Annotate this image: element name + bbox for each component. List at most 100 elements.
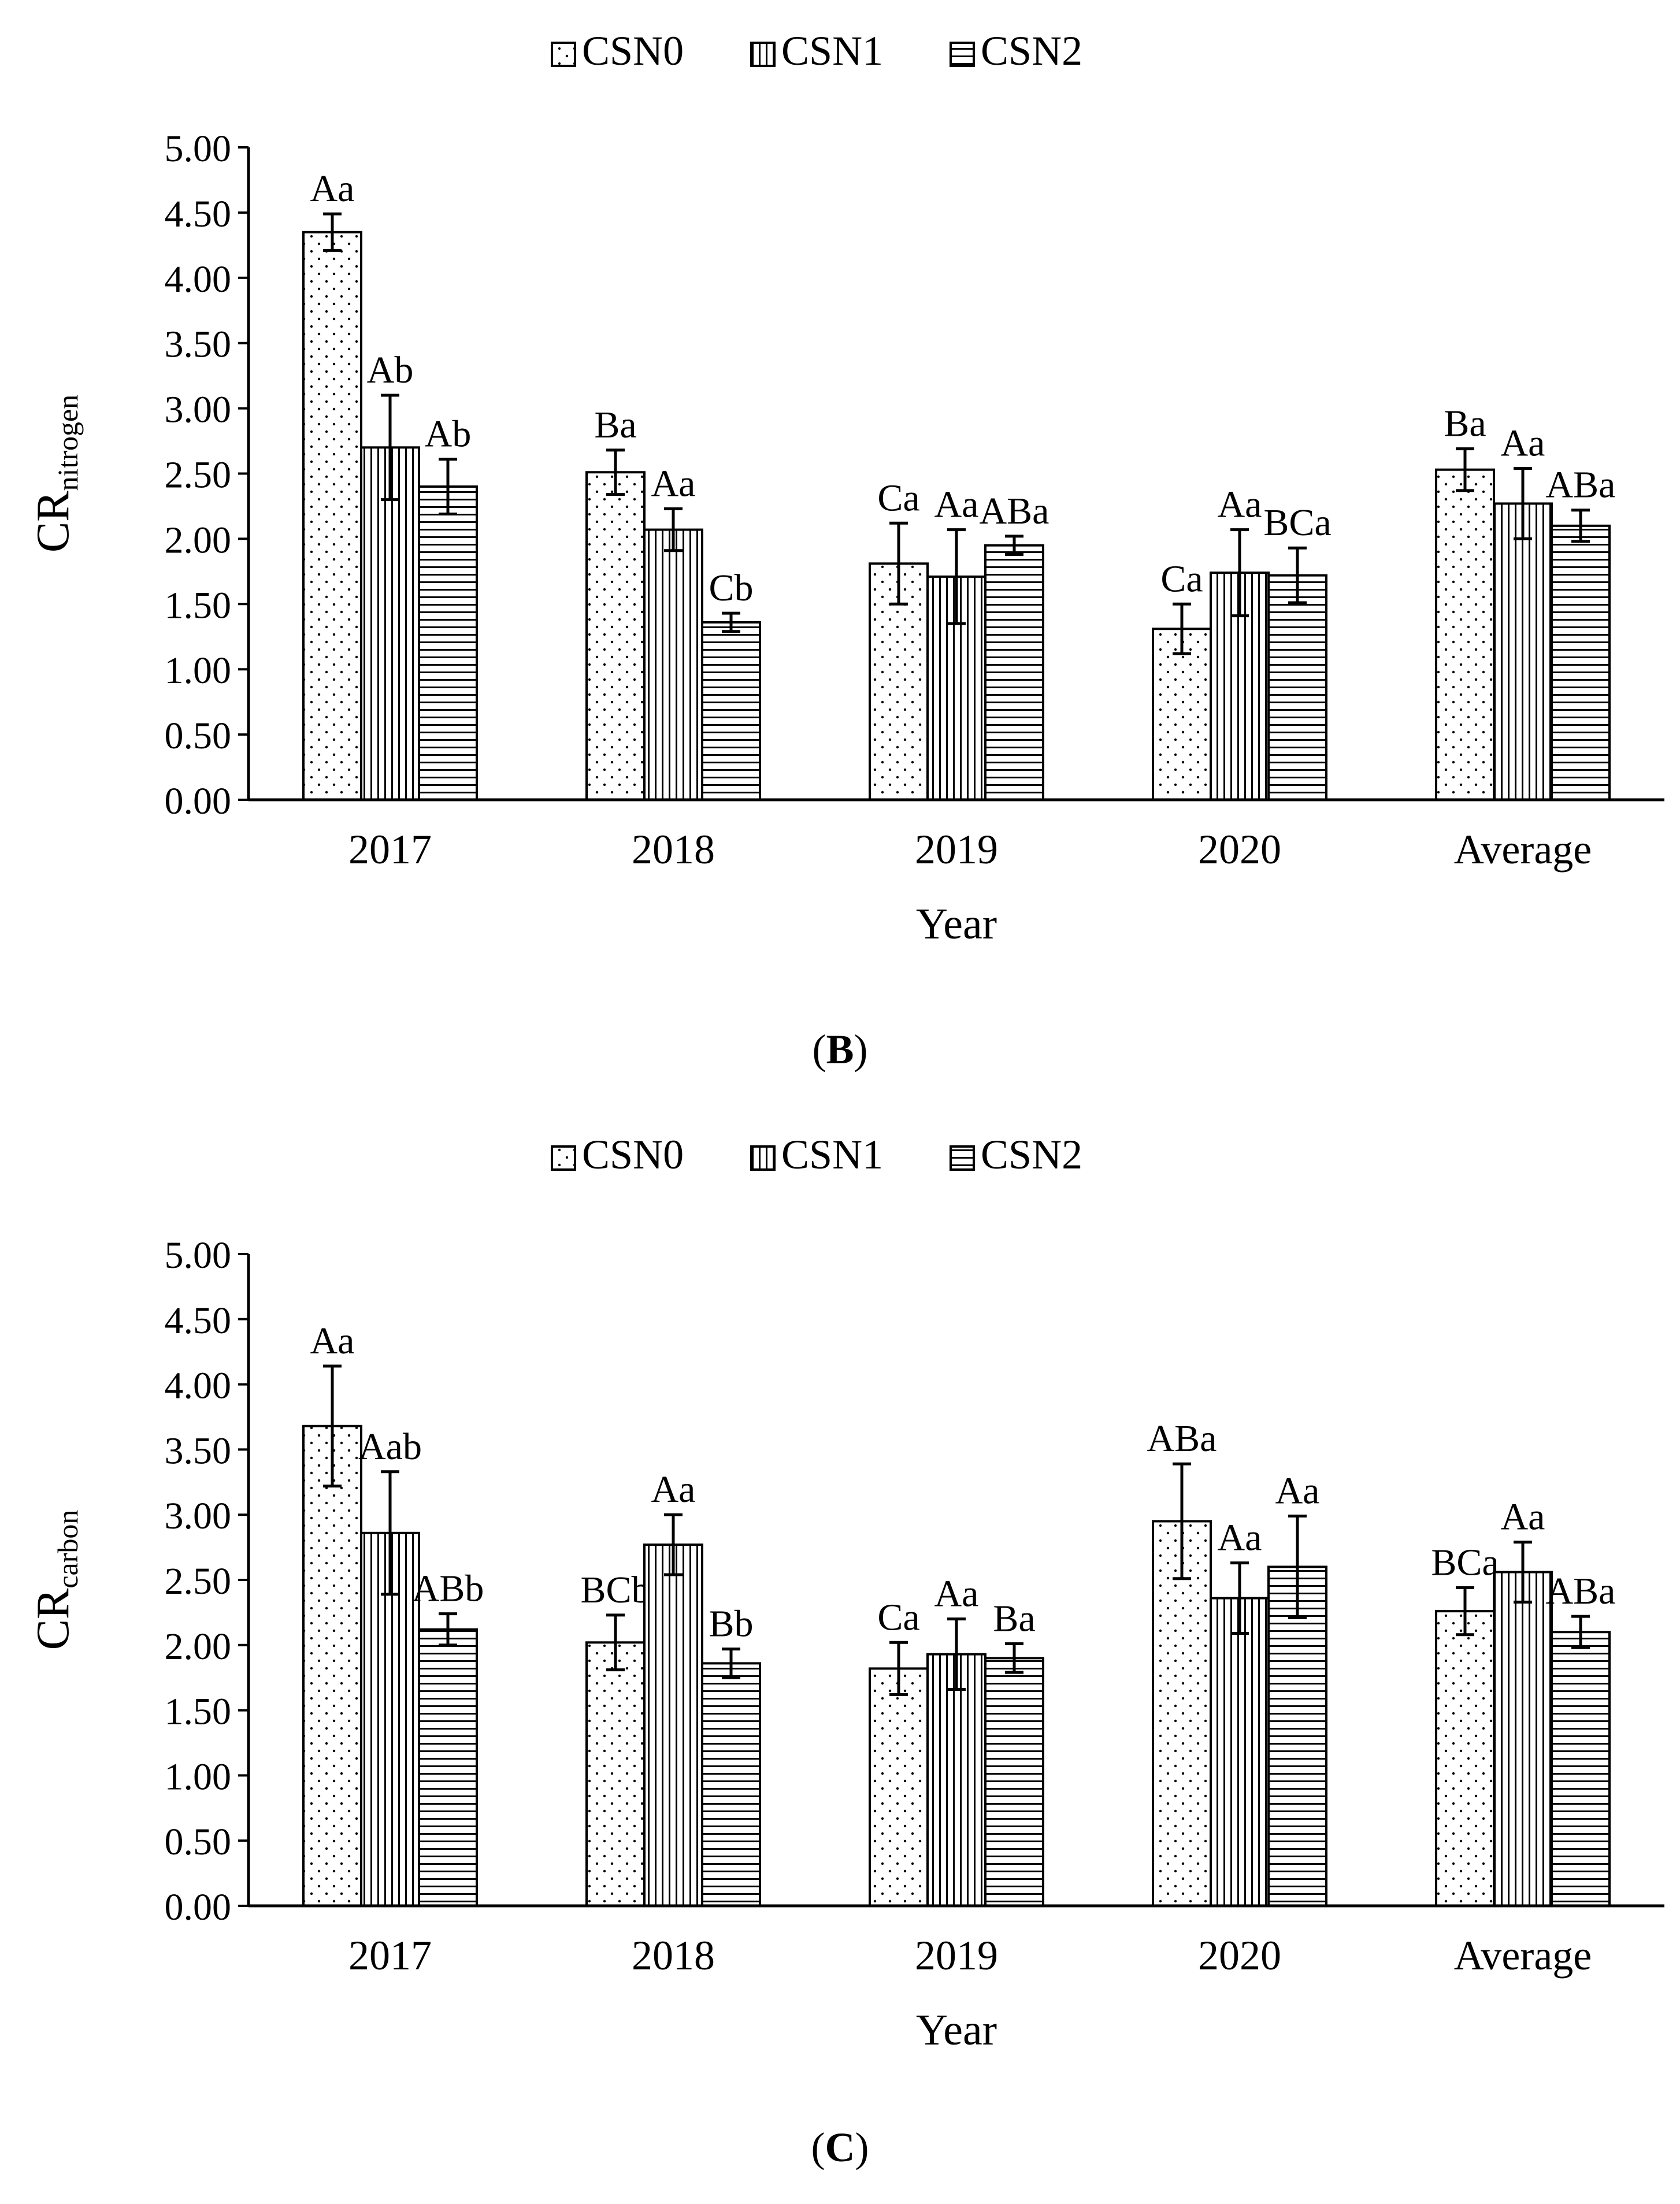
legend-label-csn2: CSN2 xyxy=(981,1131,1082,1178)
significance-label: Ab xyxy=(367,349,414,391)
x-tick-label: 2017 xyxy=(348,826,432,873)
y-axis-title-subscript: carbon xyxy=(51,1510,84,1589)
legend-swatch-csn2 xyxy=(950,42,975,67)
bar-csn2-2017 xyxy=(418,1628,478,1908)
bar-csn2-average xyxy=(1551,1631,1611,1907)
x-tick-label: 2020 xyxy=(1198,826,1281,873)
y-tick-label: 4.50 xyxy=(165,193,232,235)
y-tick-label: 5.00 xyxy=(165,128,232,170)
y-axis-title-main: CR xyxy=(28,491,79,552)
significance-label: Aa xyxy=(934,1573,979,1615)
x-tick-label: 2017 xyxy=(348,1932,432,1979)
legend-swatch-csn0 xyxy=(551,42,576,67)
bar-csn0-2018 xyxy=(585,471,646,801)
figure-panel-b: CSN0 CSN1 CSN2 0.00 0.50 1.00 1.50 2.00 2.50 3.00… xyxy=(0,0,1680,1086)
significance-label: Aa xyxy=(310,1320,355,1362)
y-tick-label: 1.50 xyxy=(165,584,232,626)
bar-csn1-average xyxy=(1493,502,1553,801)
legend-swatch-csn0 xyxy=(551,1145,576,1171)
y-tick-label: 0.50 xyxy=(165,715,232,757)
significance-label: Aa xyxy=(1275,1470,1320,1512)
x-tick-label: 2020 xyxy=(1198,1932,1281,1979)
significance-label: ABb xyxy=(412,1568,484,1610)
bar-csn1-2020 xyxy=(1210,1597,1270,1907)
bar-csn0-2017 xyxy=(302,1424,362,1907)
y-tick-label: 0.00 xyxy=(165,780,232,822)
y-tick-label: 3.50 xyxy=(165,324,232,366)
y-tick-label: 4.00 xyxy=(165,258,232,300)
significance-label: Aab xyxy=(358,1426,422,1468)
legend-label-csn1: CSN1 xyxy=(781,1131,883,1178)
y-tick-label: 1.50 xyxy=(165,1691,232,1733)
significance-label: Aa xyxy=(651,462,696,504)
x-tick-label: Average xyxy=(1454,826,1592,873)
bar-csn0-2019 xyxy=(869,1667,929,1908)
significance-label: Aa xyxy=(1501,1496,1545,1538)
y-tick-label: 4.50 xyxy=(165,1300,232,1342)
y-tick-label: 3.00 xyxy=(165,1495,232,1537)
significance-label: Ca xyxy=(877,477,919,519)
bar-csn0-2020 xyxy=(1152,1520,1212,1907)
significance-label: Aa xyxy=(310,168,355,210)
bar-csn1-2018 xyxy=(643,1543,703,1907)
x-axis-title: Year xyxy=(916,2006,997,2054)
legend-swatch-csn1 xyxy=(750,1145,776,1171)
bar-csn2-2020 xyxy=(1267,1565,1327,1907)
significance-label: BCa xyxy=(1431,1542,1499,1584)
significance-label: Aa xyxy=(934,484,979,526)
bar-csn2-2017 xyxy=(418,485,478,801)
x-tick-label: 2019 xyxy=(915,1932,998,1979)
bar-csn2-average xyxy=(1551,524,1611,801)
significance-label: Bb xyxy=(709,1603,753,1645)
significance-label: Ca xyxy=(1160,558,1203,600)
x-axis-title: Year xyxy=(916,900,997,948)
legend-label-csn2: CSN2 xyxy=(981,28,1082,74)
significance-label: ABa xyxy=(1546,1570,1616,1612)
bar-csn2-2018 xyxy=(701,621,761,801)
legend-label-csn0: CSN0 xyxy=(582,28,684,74)
chart-c: CSN0 CSN1 CSN2 0.00 0.50 1.00 1.50 2.00 2.50 3.00… xyxy=(28,1131,1664,2054)
bar-csn1-2018 xyxy=(643,528,703,801)
y-tick-label: 1.00 xyxy=(165,1756,232,1798)
y-tick-label: 2.00 xyxy=(165,519,232,561)
figure-panel-c: CSN0 CSN1 CSN2 0.00 0.50 1.00 1.50 2.00 2.50 3.00… xyxy=(0,1086,1680,2204)
bar-csn0-2018 xyxy=(585,1641,646,1908)
y-tick-label: 3.50 xyxy=(165,1430,232,1472)
legend-swatch-csn1 xyxy=(750,42,776,67)
significance-label: Aa xyxy=(1218,484,1262,526)
y-axis-title-subscript: nitrogen xyxy=(51,395,84,491)
legend-swatch-csn2 xyxy=(950,1145,975,1171)
significance-label: Ca xyxy=(877,1596,919,1638)
x-tick-label: 2019 xyxy=(915,826,998,873)
y-axis-title: CRnitrogen xyxy=(28,395,84,552)
y-tick-label: 3.00 xyxy=(165,389,232,431)
bar-csn2-2019 xyxy=(984,544,1044,801)
significance-label: Ab xyxy=(425,413,472,455)
y-tick-label: 2.50 xyxy=(165,1560,232,1602)
y-tick-label: 0.50 xyxy=(165,1821,232,1863)
bar-csn2-2020 xyxy=(1267,574,1327,802)
y-axis-title-main: CR xyxy=(28,1588,79,1650)
y-tick-label: 2.00 xyxy=(165,1626,232,1668)
significance-label: Aa xyxy=(1501,422,1545,464)
bar-csn0-average xyxy=(1435,468,1495,801)
y-axis-title: CRcarbon xyxy=(28,1510,84,1650)
legend-label-csn0: CSN0 xyxy=(582,1131,684,1178)
bar-csn0-2020 xyxy=(1152,628,1212,802)
x-tick-label: 2018 xyxy=(632,826,715,873)
y-tick-label: 1.00 xyxy=(165,650,232,692)
y-tick-label: 2.50 xyxy=(165,454,232,496)
significance-label: Aa xyxy=(1218,1517,1262,1559)
bar-csn1-2019 xyxy=(926,1653,987,1907)
chart-b: CSN0 CSN1 CSN2 0.00 0.50 1.00 1.50 2.00 2.50 3.00… xyxy=(28,28,1664,948)
x-tick-label: 2018 xyxy=(632,1932,715,1979)
bar-csn2-2019 xyxy=(984,1657,1044,1907)
y-tick-label: 4.00 xyxy=(165,1365,232,1407)
significance-label: Ba xyxy=(594,404,636,446)
legend-label-csn1: CSN1 xyxy=(781,28,883,74)
significance-label: BCb xyxy=(580,1569,650,1611)
significance-label: Aa xyxy=(651,1468,696,1511)
y-axis-title-text: CRnitrogen xyxy=(28,395,84,552)
y-tick-label: 0.00 xyxy=(165,1886,232,1928)
y-tick-label: 5.00 xyxy=(165,1234,232,1277)
